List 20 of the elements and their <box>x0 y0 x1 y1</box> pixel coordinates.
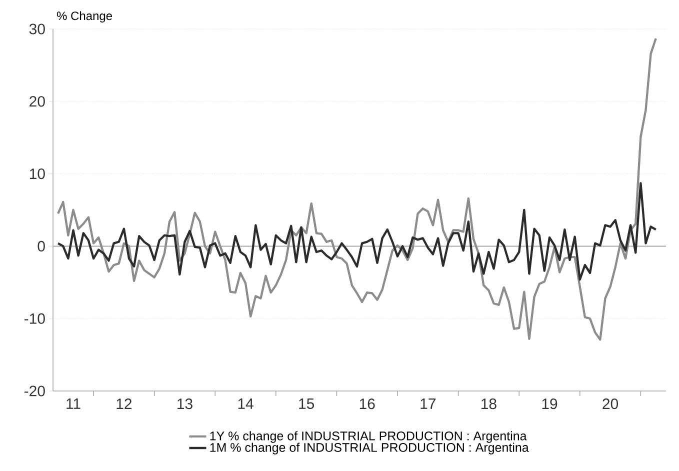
x-tick-label: 20 <box>602 398 618 410</box>
x-tick-label: 18 <box>481 398 496 410</box>
y-tick-label: 0 <box>38 240 45 252</box>
legend-label: 1Y % change of INDUSTRIAL PRODUCTION : Argentina <box>210 431 527 443</box>
y-axis-title: % Change <box>56 11 112 22</box>
y-tick-label: 20 <box>30 96 45 107</box>
x-tick-label: 14 <box>238 398 254 409</box>
y-tick-label: 30 <box>29 24 45 34</box>
x-tick-label: 17 <box>420 398 436 409</box>
x-tick-label: 16 <box>360 398 375 410</box>
x-tick-label: 15 <box>299 398 314 409</box>
legend-label: 1M % change of INDUSTRIAL PRODUCTION : Argentina <box>210 442 529 454</box>
x-tick-label: 12 <box>116 398 132 409</box>
y-tick-label: -20 <box>24 386 45 396</box>
y-tick-label: 10 <box>30 168 45 180</box>
y-tick-label: -10 <box>24 313 45 324</box>
line-series <box>56 182 657 281</box>
x-tick-label: 19 <box>542 398 558 410</box>
x-tick-label: 13 <box>178 398 192 410</box>
x-tick-label: 11 <box>66 398 80 409</box>
